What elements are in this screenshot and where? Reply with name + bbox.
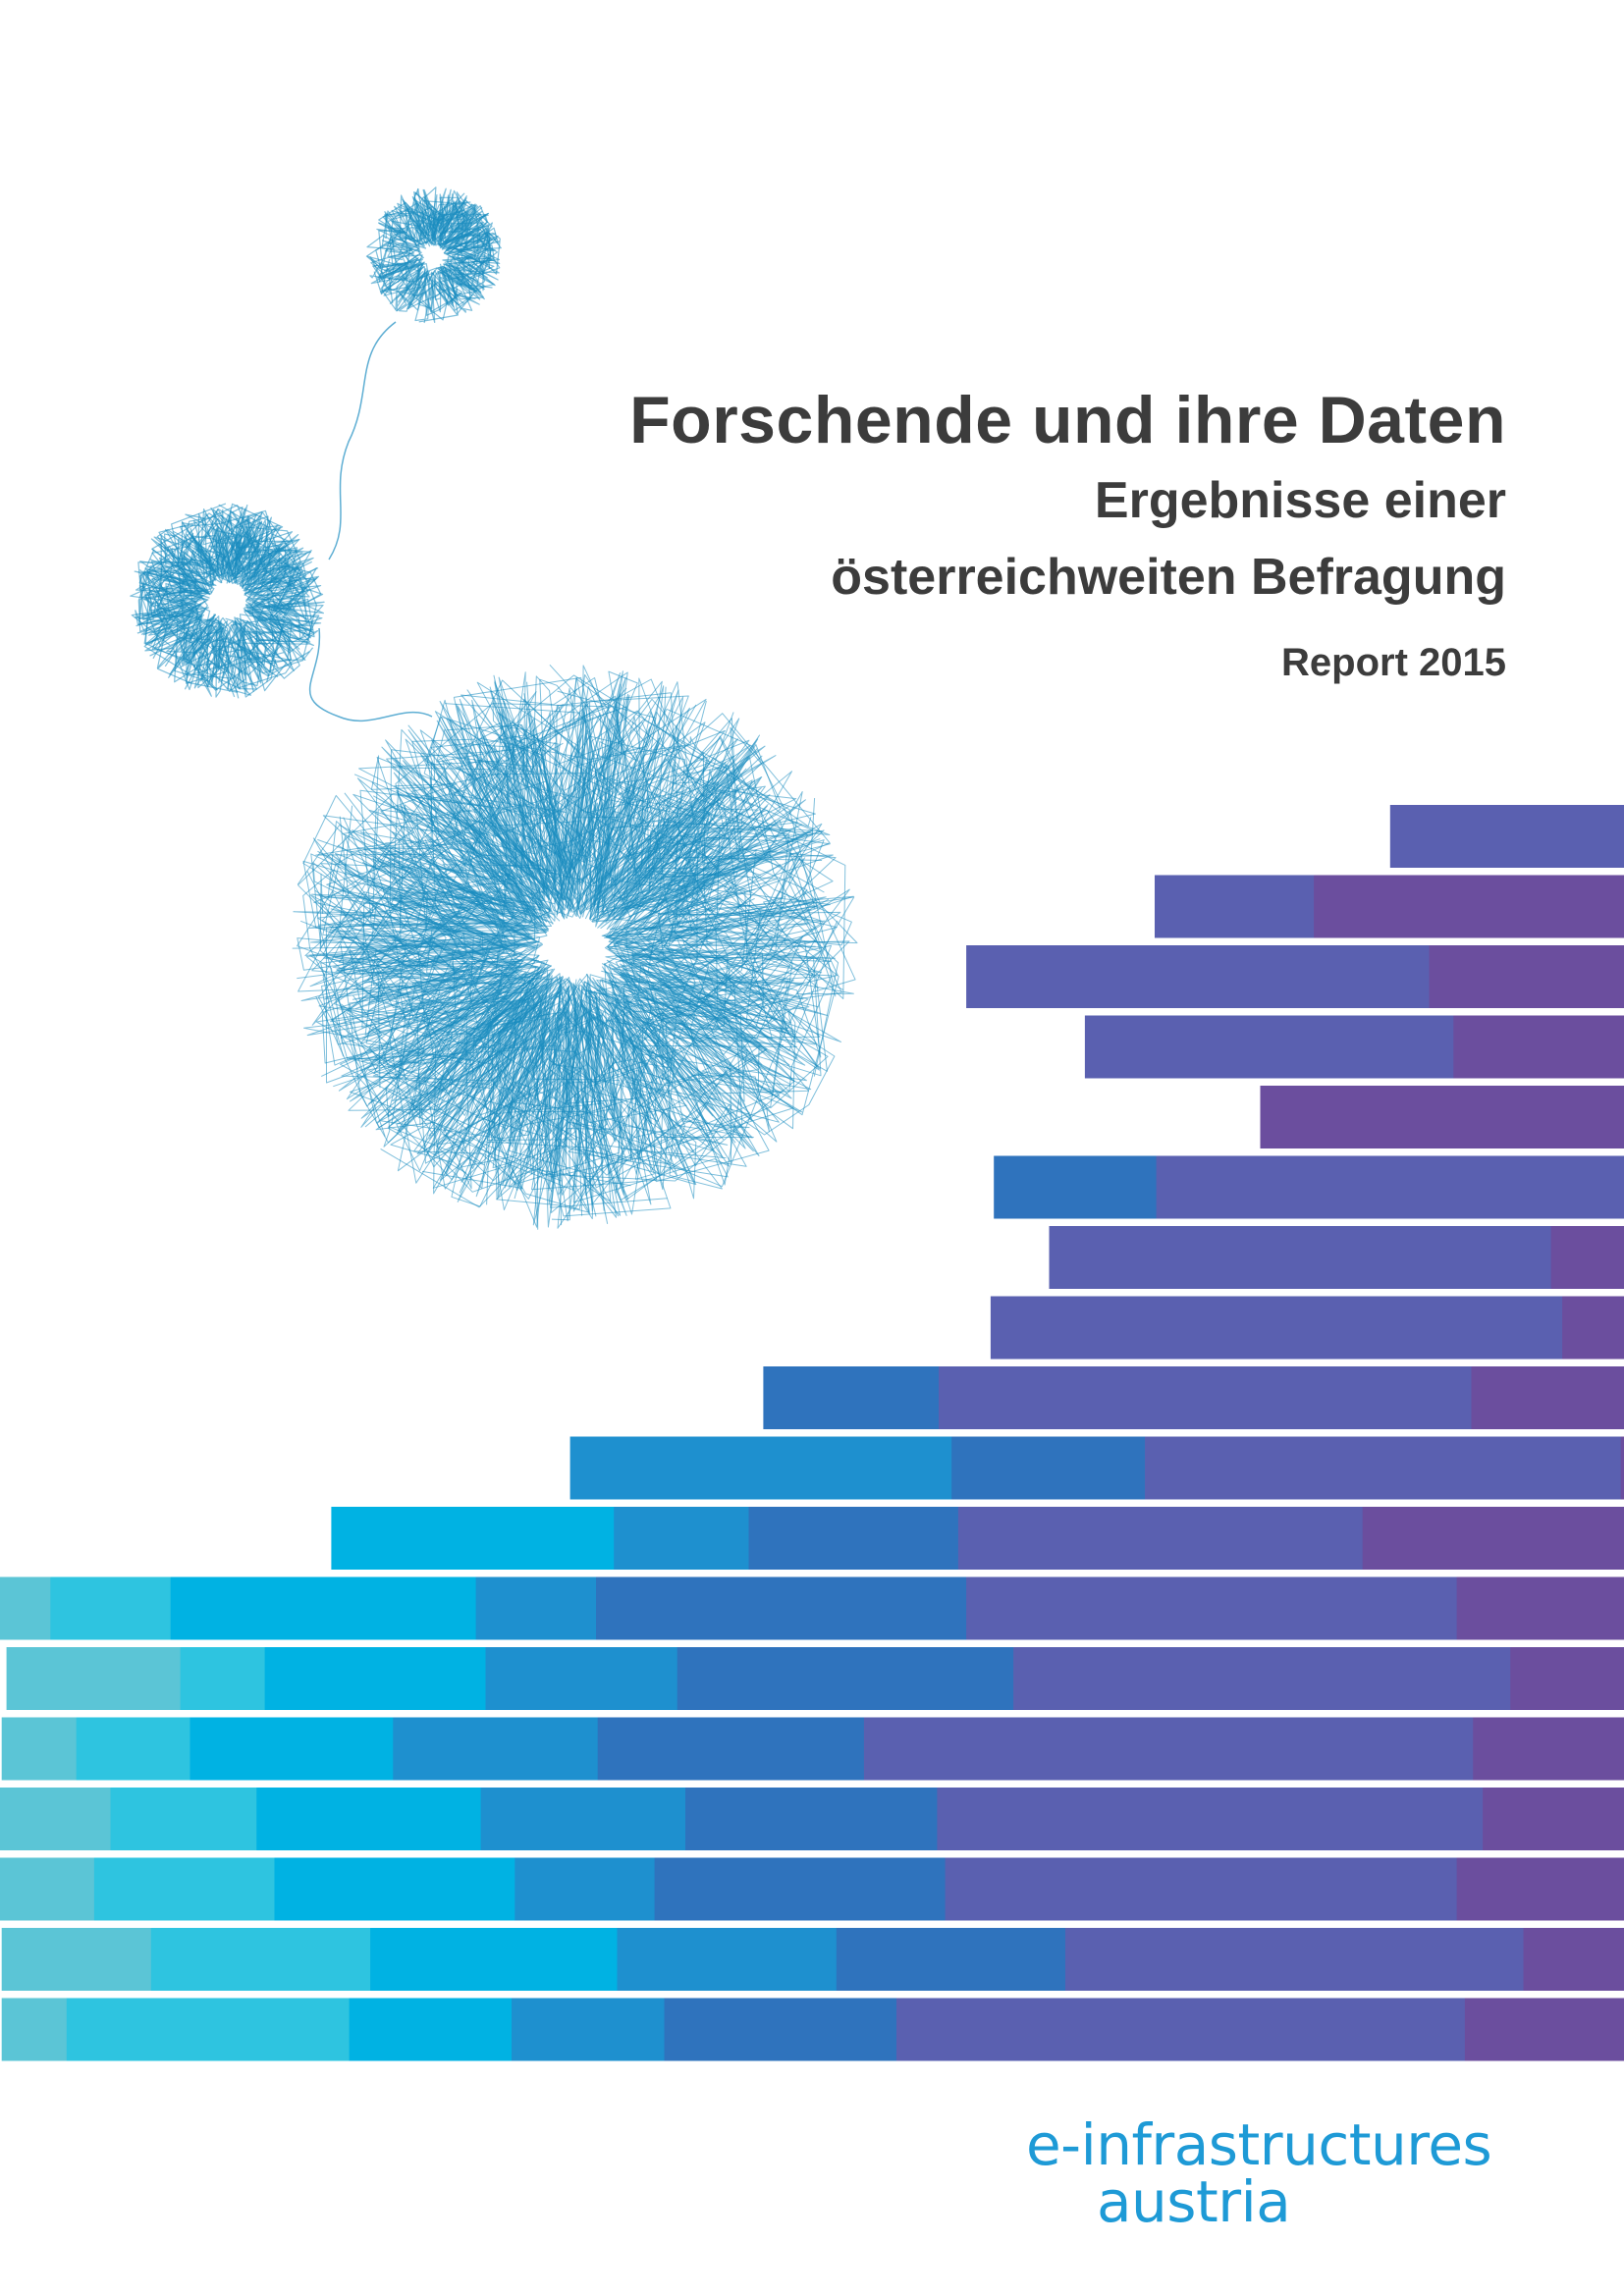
large-scribble-cluster	[292, 664, 858, 1230]
bar-segment-row-11-s3	[331, 1507, 615, 1570]
bar-segment-row-14-s4	[393, 1717, 599, 1781]
e-infrastructures-logo: e-infrastructures austria	[1026, 2111, 1492, 2235]
bar-segment-row-2-s6	[1155, 875, 1315, 938]
bar-segment-row-14-s6	[863, 1717, 1474, 1781]
title-block: Forschende und ihre Daten Ergebnisse ein…	[629, 378, 1506, 688]
bar-segment-row-13-s1	[6, 1647, 182, 1710]
bar-segment-row-18-s5	[664, 1998, 897, 2061]
bar-segment-row-16-s5	[654, 1857, 947, 1921]
bar-segment-row-11-s4	[614, 1507, 750, 1570]
stacked-bars-decoration	[0, 805, 1624, 2061]
bar-segment-row-11-s7	[1362, 1507, 1624, 1570]
bar-segment-row-12-s7	[1456, 1576, 1624, 1640]
bar-segment-row-4-s7	[1453, 1015, 1624, 1079]
bar-segment-row-14-s5	[597, 1717, 865, 1781]
bar-segment-row-13-s4	[485, 1647, 678, 1710]
bar-segment-row-18-s6	[896, 1998, 1466, 2061]
bar-segment-row-4-s6	[1084, 1015, 1454, 1079]
bar-segment-row-9-s7	[1471, 1366, 1624, 1429]
bar-segment-row-12-s1	[0, 1576, 51, 1640]
bar-segment-row-15-s2	[110, 1788, 257, 1850]
scribble-clusters	[130, 187, 858, 1230]
bar-segment-row-14-s1	[1, 1717, 78, 1781]
bar-segment-row-6-s6	[1156, 1155, 1624, 1219]
bar-segment-row-16-s4	[514, 1857, 656, 1921]
bar-segment-row-15-s5	[685, 1788, 938, 1850]
cover-subtitle-line-1: Ergebnisse einer	[1094, 472, 1506, 529]
small-scribble-cluster	[365, 187, 502, 324]
bar-segment-row-9-s6	[939, 1366, 1473, 1429]
bar-segment-row-10-s6	[1145, 1436, 1622, 1500]
bar-segment-row-17-s5	[836, 1928, 1066, 1991]
bar-segment-row-18-s2	[66, 1998, 351, 2061]
bar-segment-row-13-s3	[264, 1647, 487, 1710]
bar-segment-row-11-s6	[957, 1507, 1364, 1570]
bar-segment-row-7-s7	[1550, 1226, 1624, 1289]
bar-segment-row-3-s7	[1429, 945, 1624, 1008]
bar-segment-row-13-s2	[180, 1647, 266, 1710]
bar-segment-row-16-s6	[945, 1857, 1458, 1921]
bar-segment-row-7-s6	[1049, 1226, 1552, 1289]
bar-segment-row-5-s7	[1260, 1086, 1624, 1148]
bar-segment-row-18-s7	[1464, 1998, 1624, 2061]
bar-segment-row-12-s4	[475, 1576, 597, 1640]
bar-segment-row-14-s7	[1473, 1717, 1624, 1781]
bar-segment-row-12-s3	[170, 1576, 477, 1640]
bar-segment-row-12-s5	[596, 1576, 967, 1640]
scribble-thread-1	[328, 321, 397, 561]
bar-segment-row-16-s7	[1456, 1857, 1624, 1921]
logo-text-line-1: e-infrastructures	[1026, 2111, 1492, 2178]
bar-segment-row-15-s1	[0, 1788, 112, 1850]
bar-segment-row-15-s4	[480, 1788, 686, 1850]
bar-segment-row-9-s5	[763, 1366, 940, 1429]
network-scribble-icon	[130, 187, 858, 1230]
cover-subtitle-line-2: österreichweiten Befragung	[831, 549, 1506, 606]
bar-segment-row-6-s5	[994, 1155, 1158, 1219]
bar-segment-row-12-s6	[966, 1576, 1458, 1640]
bar-segment-row-17-s2	[150, 1928, 371, 1991]
bar-segment-row-17-s7	[1523, 1928, 1624, 1991]
bar-segment-row-17-s6	[1065, 1928, 1524, 1991]
bar-segment-row-1-s6	[1389, 805, 1624, 868]
bar-segment-row-2-s7	[1314, 875, 1624, 938]
bar-segment-row-8-s7	[1562, 1296, 1624, 1360]
report-year: Report 2015	[1281, 641, 1506, 684]
bar-segment-row-16-s1	[0, 1857, 95, 1921]
bar-segment-row-15-s3	[256, 1788, 482, 1850]
bar-segment-row-17-s1	[1, 1928, 152, 1991]
bar-segment-row-10-s4	[569, 1436, 952, 1500]
bar-segment-row-15-s7	[1483, 1788, 1624, 1850]
bar-segment-row-17-s3	[370, 1928, 619, 1991]
bar-segment-row-14-s3	[189, 1717, 394, 1781]
bar-segment-row-13-s7	[1510, 1647, 1624, 1710]
bar-segment-row-16-s3	[274, 1857, 515, 1921]
bar-segment-row-13-s6	[1013, 1647, 1511, 1710]
bar-segment-row-14-s2	[76, 1717, 191, 1781]
medium-scribble-cluster	[130, 503, 325, 699]
bar-segment-row-10-s5	[951, 1436, 1146, 1500]
bar-segment-row-11-s5	[748, 1507, 959, 1570]
bar-segment-row-15-s6	[937, 1788, 1484, 1850]
cover-title: Forschende und ihre Daten	[629, 383, 1506, 457]
bar-segment-row-18-s4	[512, 1998, 666, 2061]
bar-segment-row-18-s1	[1, 1998, 68, 2061]
bar-segment-row-18-s3	[349, 1998, 513, 2061]
bar-segment-row-16-s2	[93, 1857, 276, 1921]
scribble-thread-2	[308, 627, 433, 722]
bar-segment-row-17-s4	[617, 1928, 838, 1991]
logo-text-line-2: austria	[1097, 2168, 1291, 2235]
bar-segment-row-10-s7	[1620, 1436, 1624, 1500]
bar-segment-row-12-s2	[50, 1576, 172, 1640]
bar-segment-row-13-s5	[677, 1647, 1014, 1710]
bar-segment-row-3-s6	[966, 945, 1431, 1008]
bar-segment-row-8-s6	[990, 1296, 1563, 1360]
